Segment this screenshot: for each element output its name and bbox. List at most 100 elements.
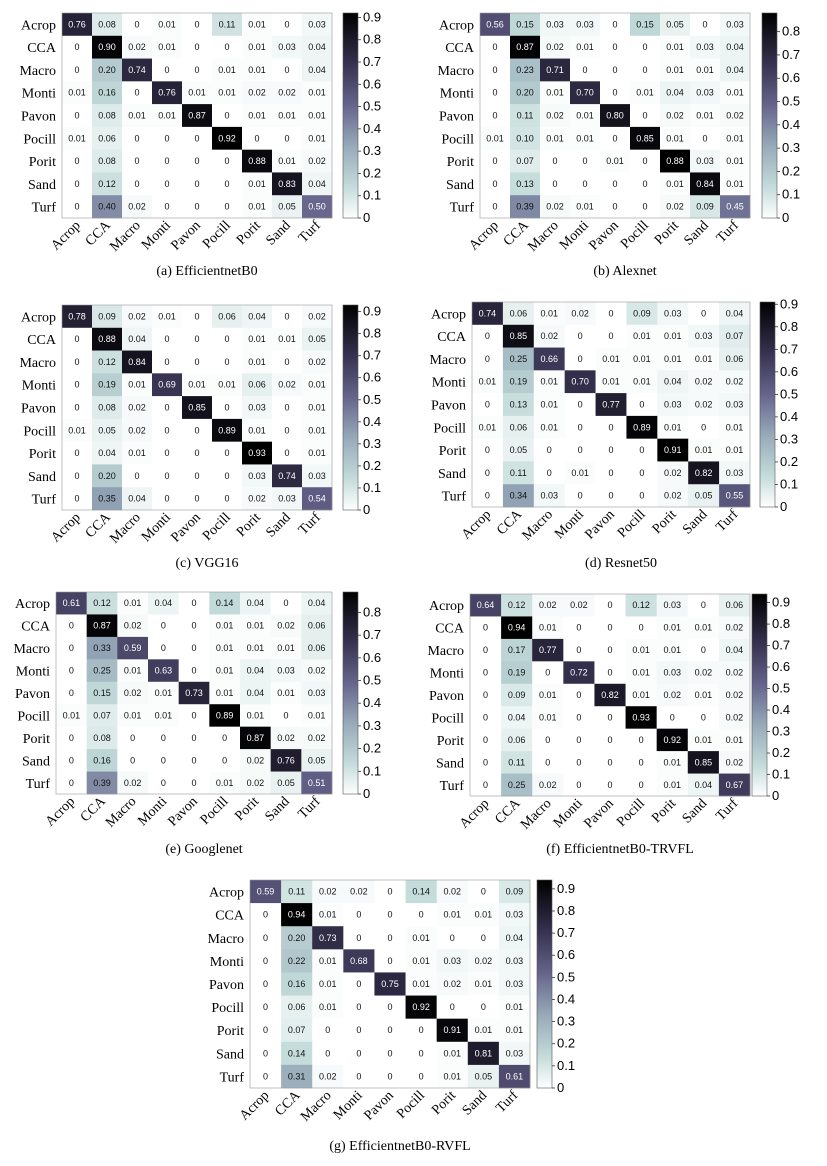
matrix-cell bbox=[563, 728, 595, 752]
cell-value-label: 0.02 bbox=[475, 956, 493, 966]
matrix-cell bbox=[152, 327, 183, 351]
matrix-cell bbox=[122, 172, 153, 196]
matrix-cell bbox=[272, 305, 303, 329]
cell-value-label: 0.04 bbox=[247, 688, 265, 698]
matrix-cell bbox=[302, 350, 333, 374]
cell-value-label: 0 bbox=[483, 645, 488, 655]
cell-value-label: 0 bbox=[164, 202, 169, 212]
cell-value-label: 0.06 bbox=[508, 735, 526, 745]
cell-value-label: 0 bbox=[284, 403, 289, 413]
cell-value-label: 0.01 bbox=[506, 1025, 524, 1035]
matrix-cell bbox=[626, 484, 658, 508]
cell-value-label: 0.03 bbox=[308, 471, 326, 481]
cell-value-label: 0 bbox=[356, 933, 361, 943]
cell-value-label: 0.06 bbox=[218, 311, 236, 321]
y-tick-label: Pocill bbox=[433, 421, 466, 436]
matrix-cell bbox=[656, 638, 689, 662]
cell-value-label: 0 bbox=[492, 179, 497, 189]
cell-value-label: 0.02 bbox=[308, 666, 326, 676]
y-tick-label: Monti bbox=[440, 87, 474, 102]
matrix-cell bbox=[117, 771, 149, 795]
colorbar-tick-label: 0.6 bbox=[363, 370, 381, 385]
matrix-cell bbox=[62, 441, 93, 465]
cell-value-label: 0.02 bbox=[666, 202, 684, 212]
matrix-cell bbox=[502, 415, 535, 439]
cell-value-label: 0.01 bbox=[319, 956, 337, 966]
matrix-cell bbox=[594, 683, 626, 707]
matrix-cell bbox=[182, 418, 213, 442]
cell-value-label: 0.02 bbox=[128, 42, 146, 52]
matrix-cell bbox=[242, 35, 273, 59]
matrix-cell bbox=[152, 373, 183, 397]
cell-value-label: 0.82 bbox=[695, 468, 713, 478]
cell-value-label: 0 bbox=[263, 933, 268, 943]
cell-value-label: 0.01 bbox=[726, 735, 744, 745]
matrix-cell bbox=[272, 172, 303, 196]
cell-value-label: 0.01 bbox=[308, 403, 326, 413]
matrix-cell bbox=[688, 484, 720, 508]
matrix-cell bbox=[600, 58, 631, 82]
matrix-cell bbox=[630, 172, 661, 196]
cell-value-label: 0.11 bbox=[508, 757, 525, 767]
cell-value-label: 0 bbox=[164, 425, 169, 435]
cell-value-label: 0 bbox=[485, 331, 490, 341]
matrix-cell bbox=[564, 370, 596, 394]
matrix-cell bbox=[250, 972, 282, 996]
matrix-cell bbox=[250, 949, 282, 973]
cell-value-label: 0.81 bbox=[475, 1048, 493, 1058]
cell-value-label: 0.72 bbox=[570, 668, 588, 678]
matrix-cell bbox=[533, 415, 565, 439]
cell-value-label: 0.70 bbox=[576, 88, 594, 98]
matrix-cell bbox=[92, 104, 123, 128]
matrix-cell bbox=[242, 58, 273, 82]
cell-value-label: 0.02 bbox=[278, 88, 296, 98]
y-tick-label: Pavon bbox=[15, 687, 50, 702]
cell-value-label: 0 bbox=[578, 331, 583, 341]
matrix-cell bbox=[272, 464, 303, 488]
cell-value-label: 0.51 bbox=[308, 778, 326, 788]
y-tick-label: Porit bbox=[29, 447, 56, 462]
cell-value-label: 0.01 bbox=[248, 179, 266, 189]
x-tick-label: Turf bbox=[296, 510, 324, 538]
y-tick-label: Porit bbox=[447, 155, 474, 170]
cell-value-label: 0.80 bbox=[606, 111, 624, 121]
cell-value-label: 0 bbox=[483, 668, 488, 678]
y-tick-label: Acrop bbox=[431, 307, 466, 322]
colorbar-tick-label: 0.4 bbox=[363, 414, 381, 429]
cell-value-label: 0 bbox=[263, 979, 268, 989]
cell-value-label: 0 bbox=[578, 445, 583, 455]
cell-value-label: 0 bbox=[74, 65, 79, 75]
y-tick-label: Pavon bbox=[21, 402, 56, 417]
cell-value-label: 0.06 bbox=[98, 133, 116, 143]
colorbar-tick-label: 0.5 bbox=[772, 681, 790, 696]
colorbar-tick-label: 0.8 bbox=[363, 32, 381, 47]
x-tick-label: Pavon bbox=[168, 218, 203, 253]
matrix-cell bbox=[212, 104, 243, 128]
cell-value-label: 0 bbox=[254, 133, 259, 143]
cell-value-label: 0.01 bbox=[308, 425, 326, 435]
cell-value-label: 0.02 bbox=[319, 1071, 337, 1081]
matrix-cell bbox=[178, 749, 210, 772]
cell-value-label: 0.16 bbox=[98, 88, 116, 98]
cell-value-label: 0.17 bbox=[508, 645, 526, 655]
cell-value-label: 0.01 bbox=[486, 133, 504, 143]
cell-value-label: 0 bbox=[492, 202, 497, 212]
matrix-cell bbox=[533, 461, 565, 485]
x-tick-label: Porit bbox=[234, 218, 264, 248]
cell-value-label: 0.01 bbox=[216, 778, 234, 788]
cell-value-label: 0 bbox=[164, 65, 169, 75]
matrix-cell bbox=[92, 195, 123, 219]
matrix-cell bbox=[533, 302, 565, 326]
cell-value-label: 0.04 bbox=[247, 598, 265, 608]
cell-value-label: 0.77 bbox=[539, 645, 557, 655]
matrix-cell bbox=[532, 661, 564, 685]
cell-value-label: 0 bbox=[263, 1071, 268, 1081]
cell-value-label: 0.15 bbox=[93, 688, 111, 698]
cell-value-label: 0.89 bbox=[216, 710, 234, 720]
colorbar-tick-label: 0.2 bbox=[363, 741, 381, 756]
cell-value-label: 0.01 bbox=[606, 156, 624, 166]
cell-value-label: 0 bbox=[69, 666, 74, 676]
cell-value-label: 0.92 bbox=[663, 735, 681, 745]
cell-value-label: 0.01 bbox=[664, 331, 682, 341]
y-tick-label: Sand bbox=[216, 1047, 244, 1062]
